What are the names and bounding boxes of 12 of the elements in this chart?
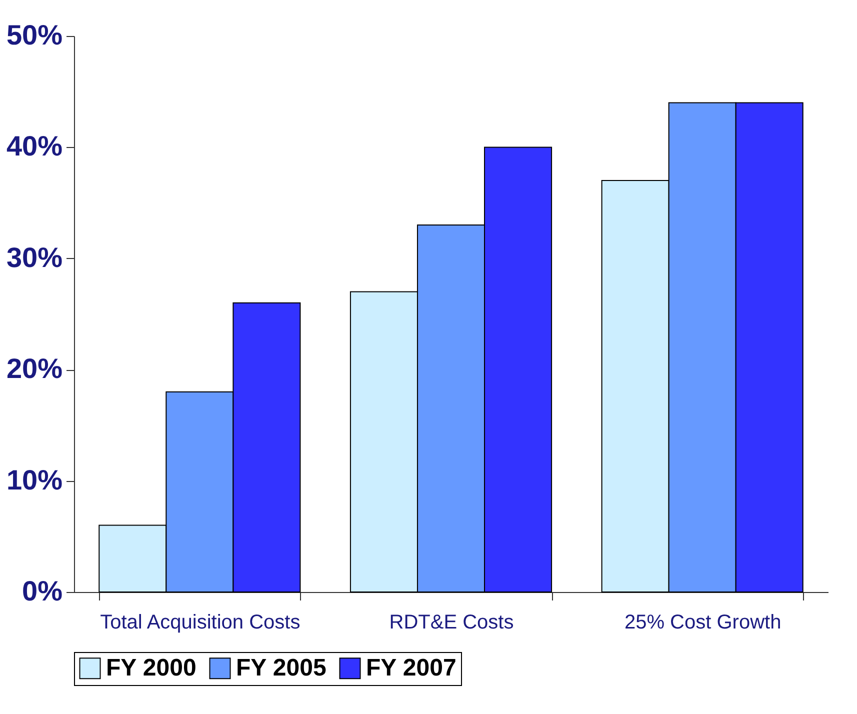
y-tick-label: 30% xyxy=(6,242,63,273)
y-tick-label: 0% xyxy=(22,576,63,606)
legend-label: FY 2007 xyxy=(366,654,456,682)
x-tick-label: 25% Cost Growth xyxy=(624,612,782,634)
y-tick-label: 50% xyxy=(6,20,63,50)
x-tick-label: Total Acquisition Costs xyxy=(100,612,300,634)
y-tick-label: 10% xyxy=(6,464,63,496)
y-tick-label: 20% xyxy=(6,353,63,384)
legend-label: FY 2000 xyxy=(106,654,196,682)
y-tick-label: 40% xyxy=(6,130,63,162)
legend-label: FY 2005 xyxy=(236,654,326,682)
x-tick-label: RDT&E Costs xyxy=(389,612,514,634)
